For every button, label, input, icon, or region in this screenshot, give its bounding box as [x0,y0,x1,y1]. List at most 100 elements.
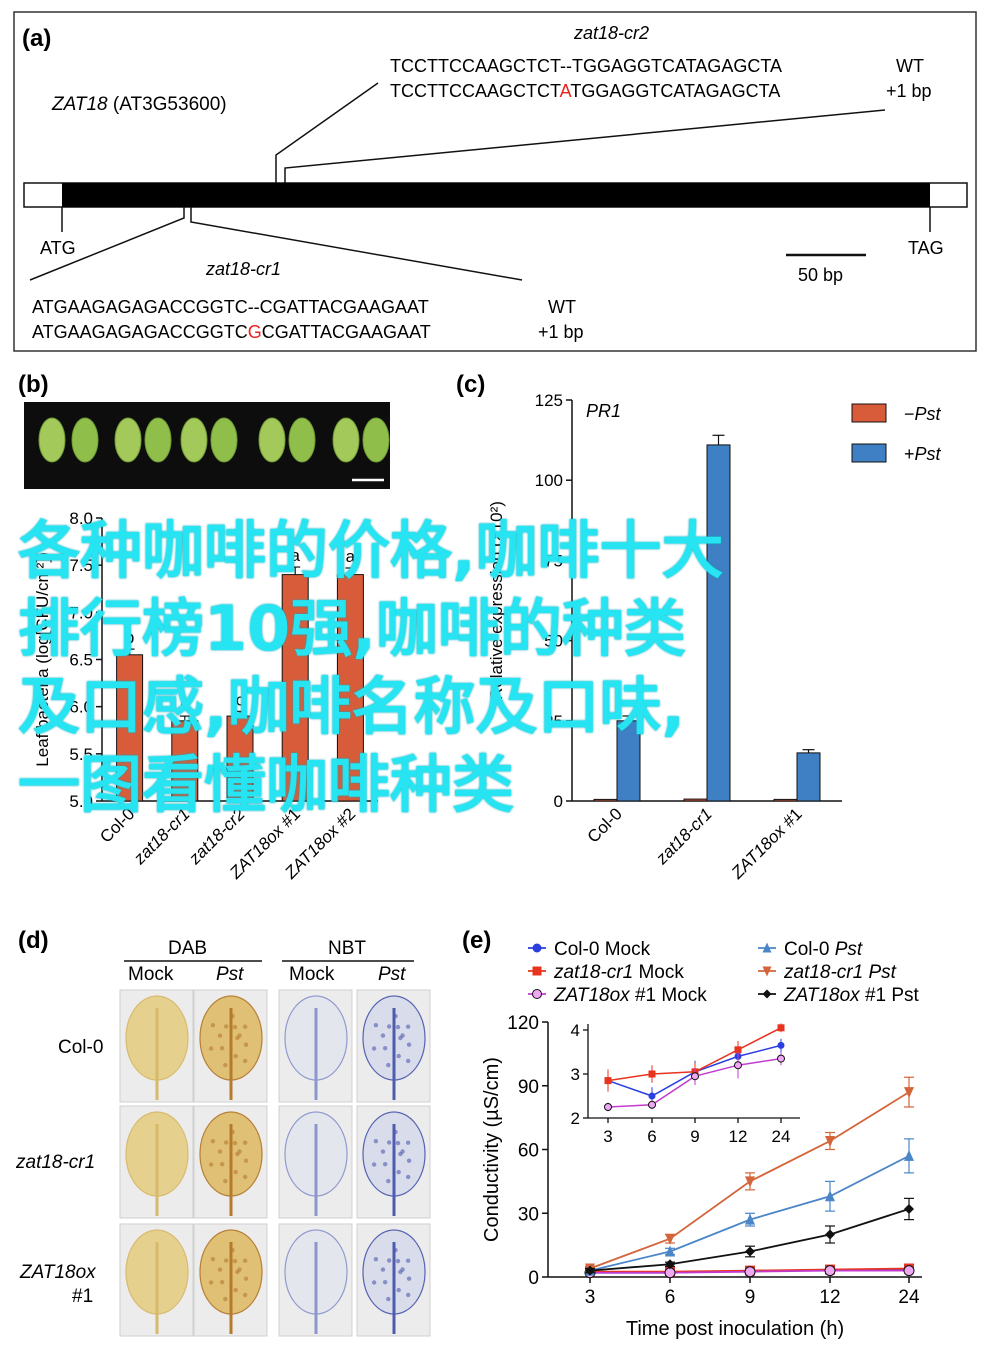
row-col0: Col-0 [58,1037,103,1058]
seedling-leaf [332,417,360,463]
chart-c-ytick-label: 125 [535,391,563,410]
chart-c-ytick-label: 50 [544,632,563,651]
seedling-leaf [258,417,286,463]
chart-e-point [904,1204,914,1214]
seedling-leaf [144,417,172,463]
seedling-leaf [114,417,142,463]
chart-e-xtick-label: 6 [665,1287,676,1308]
chart-c-ytick-label: 75 [544,551,563,570]
chart-c-ytick-label: 100 [535,471,563,490]
chart-e-point [745,1246,755,1257]
chart-b-sig-letter: a [346,547,356,566]
chart-e-ytick-label: 90 [518,1077,539,1098]
panel-c-label: (c) [456,371,485,398]
group-nbt: NBT [328,938,366,959]
cr2-seq-wt: TCCTTCCAAGCTCT--TGGAGGTCATAGAGCTA [390,56,782,76]
chart-b-sig-letter: b [125,628,134,647]
chart-e-point [604,1077,612,1085]
cr2-label-mut: +1 bp [886,81,932,101]
chart-e-point [532,943,542,953]
seedling-leaf [362,417,390,463]
panel-a-label: (a) [22,25,51,52]
chart-c-bar [706,444,731,802]
chart-e-legend-label: Col-0 Mock [554,939,651,960]
row-zat18ox: ZAT18ox [19,1262,97,1283]
chart-e-point [532,989,542,999]
seedling-leaf [180,417,208,463]
chart-b-sig-letter: a [290,546,300,565]
cr1-seq-mut: ATGAAGAGAGACCGGTCGCGATTACGAAGAAT [32,322,431,342]
chart-e-point [734,1046,742,1054]
chart-e-ytick-label: 120 [507,1013,539,1034]
panel-e-label: (e) [462,927,491,954]
chart-c-ytick-label: 25 [544,712,563,731]
inset-xtick-label: 6 [647,1127,656,1146]
col-nbt-mock: Mock [289,964,335,985]
cr1-seq-wt: ATGAAGAGAGACCGGTC--CGATTACGAAGAAT [32,297,429,317]
gene-cds-box [62,183,930,207]
chart-c: 0 25 50 75 100 125 Relative expression (×10²) P… [487,391,942,883]
atg-label: ATG [40,238,76,258]
chart-e-point [904,1149,914,1161]
chart-e-point [762,966,772,977]
chart-c-ytick-label: 0 [554,792,563,811]
chart-e-ylabel: Conductivity (µS/cm) [481,1057,503,1242]
panel-d-label: (d) [18,927,49,954]
chart-b-ylabel: Leaf bacteria (log[CFU/cm²]) [33,552,52,766]
chart-e-legend-label: Col-0 Pst [784,939,863,960]
chart-b-bar [116,654,144,802]
chart-b-ytick-label: 8.0 [69,509,93,528]
chart-e-xtick-label: 24 [898,1287,920,1308]
chart-b-ytick-label: 6.5 [69,651,93,670]
chart-e-point [777,1024,785,1032]
inset-ytick-label: 4 [571,1021,580,1040]
chart-e-point [691,1072,699,1081]
panel-a: (a) ZAT18 (AT3G53600) ATG TAG 50 bp zat1… [13,11,977,352]
chart-e-point [585,1265,595,1276]
chart-c-title: PR1 [586,401,621,421]
tag-label: TAG [908,238,944,258]
chart-e-point [665,1259,675,1270]
chart-e-ytick-label: 30 [518,1204,539,1225]
row-zat18ox-line: #1 [72,1286,93,1307]
chart-b-bar [281,574,309,802]
chart-c-category-label: Col-0 [584,804,626,846]
chart-e-point [745,1176,755,1188]
inset-ytick-label: 2 [571,1109,580,1128]
chart-b-ytick-label: 7.0 [69,603,93,622]
gene-label: ZAT18 (AT3G53600) [51,94,227,115]
chart-e-xtick-label: 12 [819,1287,840,1308]
chart-e-point [734,1061,742,1070]
chart-e-legend-label: zat18-cr1 Pst [783,962,897,983]
cr2-label-wt: WT [896,56,924,76]
stained-leaf-grid [119,989,431,1337]
panel-d: (d) DAB NBT Mock Pst Mock Pst Col-0 zat1… [15,927,431,1337]
chart-b-category-label: zat18-cr1 [129,804,193,868]
chart-b-ytick-label: 6.0 [69,698,93,717]
chart-c-category-label: zat18-cr1 [652,804,716,868]
seedling-leaf [71,417,99,463]
chart-b-sig-letter: c [181,695,190,714]
scale-bar-label: 50 bp [798,265,843,285]
col-dab-pst: Pst [216,964,244,985]
chart-c-bar [796,752,821,802]
chart-e-ytick-label: 60 [518,1141,539,1162]
chart-b-bar [226,715,254,802]
chart-c-bar [593,798,618,802]
chart-e-point [665,1245,675,1257]
chart-e-point [777,1054,785,1063]
seedling-leaf [288,417,316,463]
leaf-photo-leaves [38,417,390,463]
chart-e-point [648,1100,656,1109]
chart-b-ytick-label: 7.5 [69,556,93,575]
panel-b-label: (b) [18,371,49,398]
panel-b: (b) 5.0 5.5 6.0 6.5 7.0 7.5 8.0 Leaf bacteria (… [18,371,390,883]
chart-c-legend-label: +Pst [904,444,942,464]
chart-c-category-label: ZAT18ox #1 [727,804,806,883]
seedling-leaf [38,417,66,463]
cr2-seq-mut: TCCTTCCAAGCTCTATGGAGGTCATAGAGCTA [390,81,780,101]
chart-e-point [825,1190,835,1202]
